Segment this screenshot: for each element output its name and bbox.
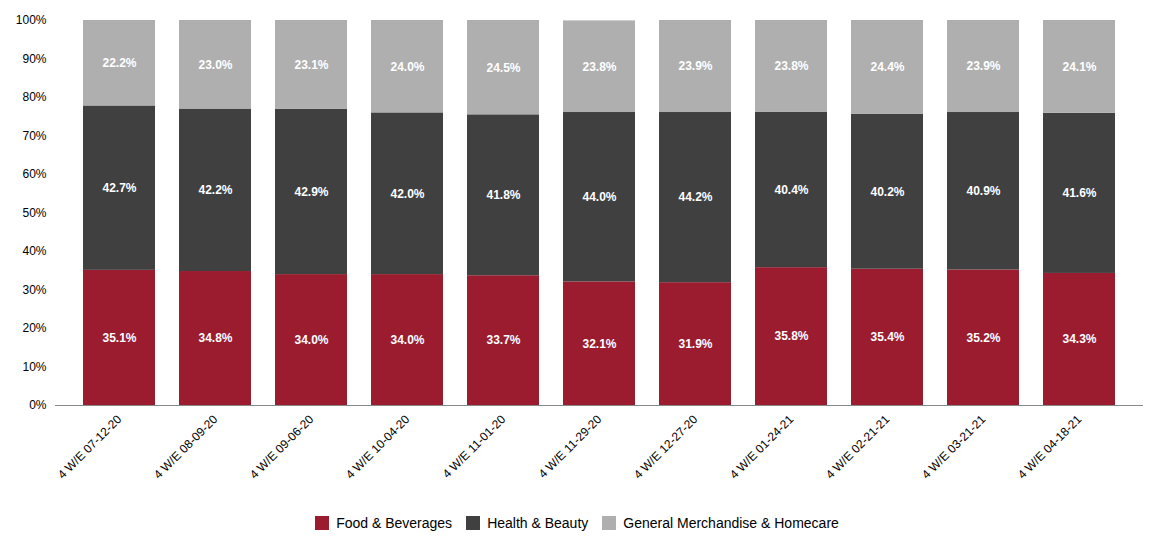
svg-text:4 W/E 07-12-20: 4 W/E 07-12-20 — [55, 412, 125, 482]
html-text:Food & Beverages: Food & Beverages — [336, 514, 453, 531]
svg-text:34.0%: 34.0% — [390, 333, 424, 347]
svg-text:60%: 60% — [22, 167, 46, 181]
svg-text:23.8%: 23.8% — [582, 60, 616, 74]
svg-text:100%: 100% — [16, 13, 47, 27]
svg-text:4 W/E 04-18-21: 4 W/E 04-18-21 — [1015, 412, 1085, 482]
svg-text:50%: 50% — [22, 206, 46, 220]
svg-text:31.9%: 31.9% — [678, 337, 712, 351]
svg-text:35.2%: 35.2% — [966, 331, 1000, 345]
svg-text:10%: 10% — [22, 360, 46, 374]
svg-text:34.0%: 34.0% — [294, 333, 328, 347]
svg-text:32.1%: 32.1% — [582, 337, 616, 351]
svg-text:40%: 40% — [22, 244, 46, 258]
svg-text:4 W/E 12-27-20: 4 W/E 12-27-20 — [631, 412, 701, 482]
svg-text:35.4%: 35.4% — [870, 330, 904, 344]
html-text:General Merchandise & Homecare: General Merchandise & Homecare — [623, 514, 839, 531]
svg-text:4 W/E 02-21-21: 4 W/E 02-21-21 — [823, 412, 893, 482]
svg-text:40.2%: 40.2% — [870, 185, 904, 199]
svg-text:33.7%: 33.7% — [486, 333, 520, 347]
svg-text:4 W/E 11-29-20: 4 W/E 11-29-20 — [536, 412, 605, 481]
svg-text:24.1%: 24.1% — [1062, 60, 1096, 74]
svg-text:4 W/E 11-01-20: 4 W/E 11-01-20 — [440, 412, 509, 481]
svg-text:35.8%: 35.8% — [774, 329, 808, 343]
svg-text:4 W/E 01-24-21: 4 W/E 01-24-21 — [727, 412, 797, 482]
svg-text:70%: 70% — [22, 129, 46, 143]
html-text:Health & Beauty: Health & Beauty — [487, 514, 589, 531]
svg-text:30%: 30% — [22, 283, 46, 297]
svg-text:23.9%: 23.9% — [966, 59, 1000, 73]
svg-text:44.2%: 44.2% — [678, 190, 712, 204]
svg-text:42.0%: 42.0% — [390, 187, 424, 201]
svg-text:4 W/E 10-04-20: 4 W/E 10-04-20 — [343, 412, 413, 482]
svg-text:22.2%: 22.2% — [102, 56, 136, 70]
svg-text:42.2%: 42.2% — [198, 183, 232, 197]
svg-text:0%: 0% — [29, 398, 47, 412]
svg-text:80%: 80% — [22, 90, 46, 104]
svg-text:24.4%: 24.4% — [870, 60, 904, 74]
svg-text:4 W/E 03-21-21: 4 W/E 03-21-21 — [919, 412, 989, 482]
svg-text:24.0%: 24.0% — [390, 60, 424, 74]
svg-text:41.6%: 41.6% — [1062, 186, 1096, 200]
svg-text:23.1%: 23.1% — [294, 58, 328, 72]
svg-text:35.1%: 35.1% — [102, 331, 136, 345]
svg-text:4 W/E 08-09-20: 4 W/E 08-09-20 — [151, 412, 221, 482]
svg-text:40.4%: 40.4% — [774, 183, 808, 197]
svg-text:23.9%: 23.9% — [678, 59, 712, 73]
svg-text:44.0%: 44.0% — [582, 190, 616, 204]
svg-text:34.8%: 34.8% — [198, 331, 232, 345]
svg-text:42.7%: 42.7% — [102, 181, 136, 195]
svg-text:90%: 90% — [22, 52, 46, 66]
svg-text:41.8%: 41.8% — [486, 188, 520, 202]
svg-text:20%: 20% — [22, 321, 46, 335]
svg-text:24.5%: 24.5% — [486, 61, 520, 75]
svg-text:42.9%: 42.9% — [294, 185, 328, 199]
svg-text:40.9%: 40.9% — [966, 184, 1000, 198]
svg-text:23.8%: 23.8% — [774, 59, 808, 73]
svg-text:34.3%: 34.3% — [1062, 332, 1096, 346]
svg-text:4 W/E 09-06-20: 4 W/E 09-06-20 — [247, 412, 317, 482]
svg-text:23.0%: 23.0% — [198, 58, 232, 72]
